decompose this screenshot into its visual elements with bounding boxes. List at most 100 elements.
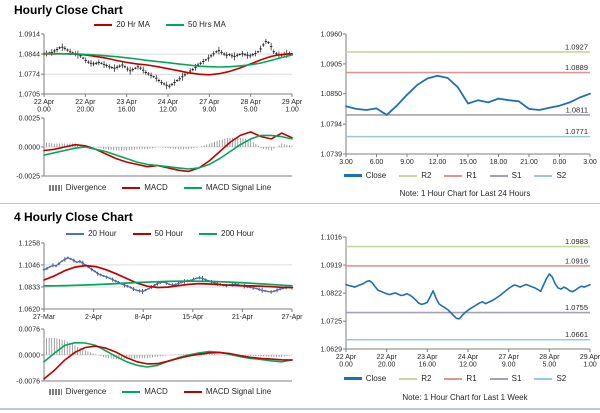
svg-text:21-Apr: 21-Apr xyxy=(232,314,254,321)
svg-text:16.00: 16.00 xyxy=(419,362,437,369)
svg-text:21.00: 21.00 xyxy=(520,159,538,166)
svg-text:9.00: 9.00 xyxy=(400,159,414,166)
legend-item: Divergence xyxy=(48,387,106,396)
svg-text:1.0833: 1.0833 xyxy=(19,284,41,291)
legend-label: R1 xyxy=(466,374,477,383)
svg-text:9.00: 9.00 xyxy=(502,362,516,369)
svg-text:27-Apr: 27-Apr xyxy=(281,314,303,321)
legend-item: 20 Hour xyxy=(66,229,117,238)
legend-label: MACD xyxy=(144,183,168,192)
svg-text:1.0889: 1.0889 xyxy=(565,63,588,72)
legend-item: S1 xyxy=(489,171,521,180)
svg-text:0.00: 0.00 xyxy=(553,159,567,166)
svg-text:1.0620: 1.0620 xyxy=(19,306,41,313)
svg-text:1.0629: 1.0629 xyxy=(321,346,343,353)
legend-label: MACD Signal Line xyxy=(205,387,272,396)
legend-label: S1 xyxy=(511,374,522,383)
svg-text:1.0850: 1.0850 xyxy=(321,91,343,98)
line-swatch xyxy=(132,232,151,235)
svg-text:6.00: 6.00 xyxy=(370,159,384,166)
legend-label: 20 Hour xyxy=(88,229,117,238)
line-swatch xyxy=(166,23,184,26)
svg-text:1.0960: 1.0960 xyxy=(321,31,343,38)
legend-item: MACD Signal Line xyxy=(183,183,271,192)
line-swatch xyxy=(444,174,463,177)
svg-text:12.00: 12.00 xyxy=(459,362,477,369)
legend-item: MACD xyxy=(122,387,168,396)
hourly-macd-chart: 0.0025 0.0000 -0.0025 xyxy=(16,115,293,180)
svg-text:1.0916: 1.0916 xyxy=(565,256,588,265)
four-hourly-chart-title: 4 Hourly Close Chart xyxy=(14,210,133,224)
svg-text:18.00: 18.00 xyxy=(490,159,508,166)
hourly-price-legend: 20 Hr MA 50 Hrs MA xyxy=(30,20,290,29)
svg-text:1.0927: 1.0927 xyxy=(565,42,588,51)
hourly-pivot-legend: Close R2 R1 S1 S2 xyxy=(320,171,590,180)
legend-label: 20 Hr MA xyxy=(116,20,150,29)
svg-text:16.00: 16.00 xyxy=(118,107,136,114)
svg-text:0.0025: 0.0025 xyxy=(19,115,41,122)
svg-text:8-Apr: 8-Apr xyxy=(135,314,153,321)
legend-item: S1 xyxy=(489,374,522,383)
svg-text:1.1016: 1.1016 xyxy=(321,234,343,241)
horizontal-divider xyxy=(0,203,600,204)
pivot-note-1week: Note: 1 Hour Chart for Last 1 Week xyxy=(402,393,528,402)
svg-text:1.0774: 1.0774 xyxy=(19,72,41,79)
svg-text:22 Apr: 22 Apr xyxy=(377,354,398,361)
legend-label: S2 xyxy=(556,171,567,180)
svg-text:1.0919: 1.0919 xyxy=(321,262,343,269)
svg-text:23 Apr: 23 Apr xyxy=(117,99,138,106)
line-swatch xyxy=(183,390,202,393)
legend-item: Divergence xyxy=(48,183,107,192)
svg-text:27 Apr: 27 Apr xyxy=(199,99,220,106)
legend-label: R2 xyxy=(421,374,432,383)
svg-text:1.0794: 1.0794 xyxy=(321,122,343,129)
svg-text:0.0000: 0.0000 xyxy=(19,352,41,359)
svg-text:3.00: 3.00 xyxy=(339,159,353,166)
svg-text:28 Apr: 28 Apr xyxy=(241,99,262,106)
svg-text:0.0000: 0.0000 xyxy=(19,144,41,151)
legend-item: R1 xyxy=(444,171,477,180)
svg-text:1.0844: 1.0844 xyxy=(19,51,41,58)
svg-text:1.0725: 1.0725 xyxy=(321,319,343,326)
legend-label: S2 xyxy=(556,374,567,383)
svg-text:1.0755: 1.0755 xyxy=(565,303,588,312)
legend-label: Divergence xyxy=(65,183,107,192)
legend-label: 200 Hour xyxy=(221,229,254,238)
legend-item: Close xyxy=(343,171,387,180)
svg-text:22 Apr: 22 Apr xyxy=(75,99,96,106)
weekly-pivot-legend: Close R2 R1 S1 S2 xyxy=(320,374,590,383)
legend-label: Close xyxy=(365,171,387,180)
line-swatch xyxy=(66,232,85,235)
svg-text:24 Apr: 24 Apr xyxy=(158,99,179,106)
svg-text:15-Apr: 15-Apr xyxy=(182,314,204,321)
four-hourly-price-legend: 20 Hour 50 Hour 200 Hour xyxy=(30,229,290,238)
legend-label: Close xyxy=(365,374,387,383)
svg-text:23 Apr: 23 Apr xyxy=(417,354,438,361)
legend-label: 50 Hrs MA xyxy=(188,20,226,29)
line-swatch xyxy=(199,232,217,235)
four-hourly-macd-legend: Divergence MACD MACD Signal Line xyxy=(30,387,290,396)
svg-text:12.00: 12.00 xyxy=(429,159,447,166)
hourly-macd-legend: Divergence MACD MACD Signal Line xyxy=(30,183,290,192)
line-swatch xyxy=(122,186,141,189)
line-swatch xyxy=(444,377,463,380)
four-hourly-close-panel: 4 Hourly Close Chart 20 Hour 50 Hour 200 H… xyxy=(0,207,304,409)
line-swatch xyxy=(534,174,553,177)
legend-item: 200 Hour xyxy=(199,229,254,238)
svg-text:1.0905: 1.0905 xyxy=(321,61,343,68)
line-swatch xyxy=(399,377,418,380)
legend-item: 50 Hrs MA xyxy=(166,20,226,29)
hourly-close-panel: Hourly Close Chart 20 Hr MA 50 Hrs MA 1.0… xyxy=(0,0,303,203)
svg-text:20.00: 20.00 xyxy=(77,107,95,114)
svg-text:20.00: 20.00 xyxy=(378,362,396,369)
line-swatch xyxy=(399,174,418,177)
svg-text:1.0739: 1.0739 xyxy=(321,151,343,158)
svg-text:15.00: 15.00 xyxy=(459,159,477,166)
svg-text:9.00: 9.00 xyxy=(203,107,217,114)
line-swatch xyxy=(343,377,362,380)
divergence-bar-swatch xyxy=(48,388,62,395)
bottom-divider xyxy=(0,408,600,410)
svg-text:22 Apr: 22 Apr xyxy=(34,99,55,106)
